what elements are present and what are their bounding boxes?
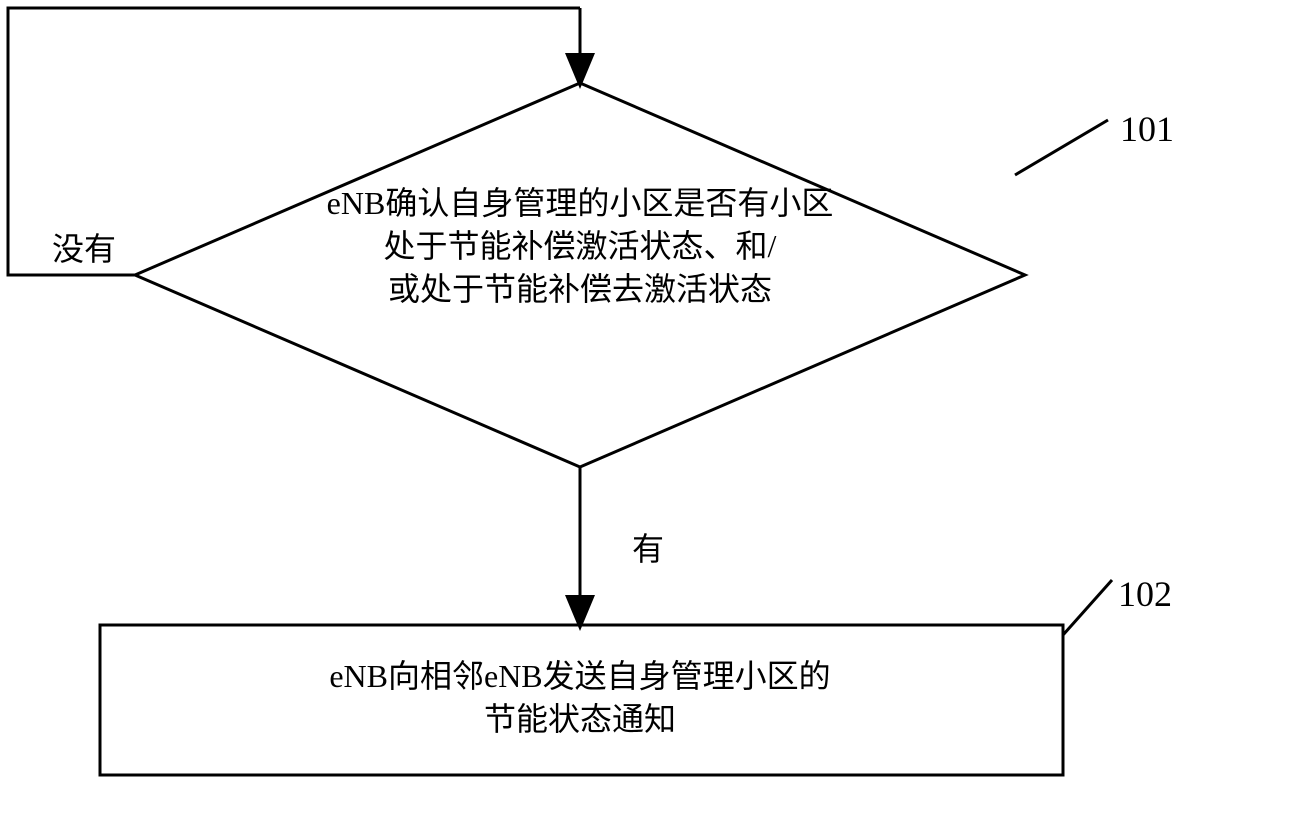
decision-text-line2: 处于节能补偿激活状态、和/ bbox=[260, 225, 900, 268]
edge-label-yes: 有 bbox=[632, 528, 664, 571]
label-101-connector bbox=[1015, 120, 1108, 175]
decision-text-line3: 或处于节能补偿去激活状态 bbox=[260, 268, 900, 311]
process-text-line1: eNB向相邻eNB发送自身管理小区的 bbox=[230, 655, 930, 698]
process-text-line2: 节能状态通知 bbox=[230, 698, 930, 741]
decision-text: eNB确认自身管理的小区是否有小区 处于节能补偿激活状态、和/ 或处于节能补偿去… bbox=[260, 182, 900, 312]
decision-text-line1: eNB确认自身管理的小区是否有小区 bbox=[260, 182, 900, 225]
node-id-102: 102 bbox=[1118, 570, 1172, 619]
flowchart-canvas: eNB确认自身管理的小区是否有小区 处于节能补偿激活状态、和/ 或处于节能补偿去… bbox=[0, 0, 1305, 821]
node-id-101: 101 bbox=[1120, 105, 1174, 154]
edge-label-no: 没有 bbox=[52, 228, 116, 271]
label-102-connector bbox=[1063, 580, 1112, 635]
process-text: eNB向相邻eNB发送自身管理小区的 节能状态通知 bbox=[230, 655, 930, 741]
